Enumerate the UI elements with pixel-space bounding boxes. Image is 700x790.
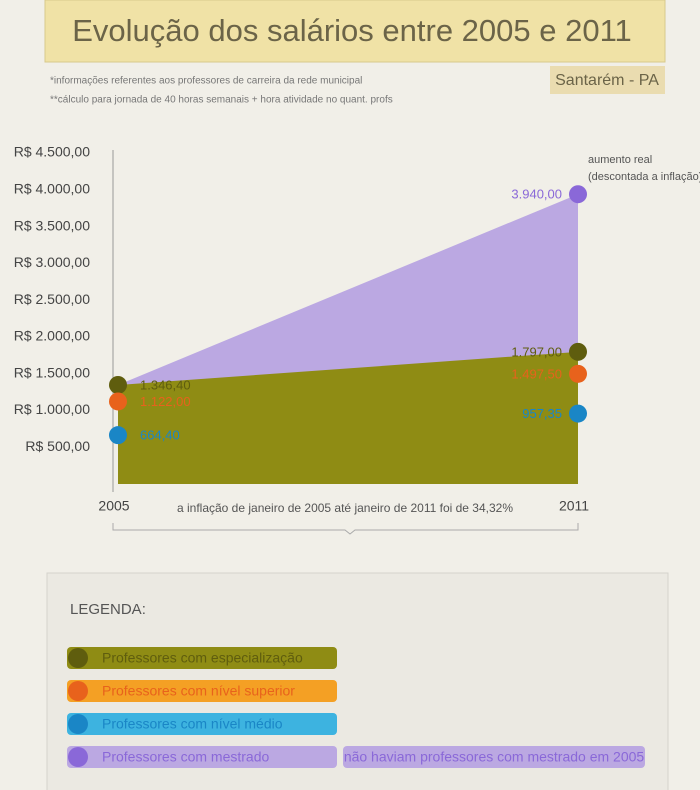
value-label: 1.346,40 (140, 377, 191, 392)
legend-note: não haviam professores com mestrado em 2… (344, 749, 645, 765)
y-tick-label: R$ 2.000,00 (14, 328, 90, 344)
legend-marker (68, 714, 88, 734)
legend-swatch (67, 647, 337, 669)
y-tick-label: R$ 2.500,00 (14, 291, 90, 307)
marker (109, 426, 127, 445)
y-tick-label: R$ 4.000,00 (14, 180, 90, 196)
legend-label: Professores com nível médio (102, 716, 283, 732)
legend-swatch (67, 680, 337, 702)
legend-marker (68, 747, 88, 767)
y-tick-label: R$ 1.500,00 (14, 364, 90, 380)
y-tick-label: R$ 3.500,00 (14, 217, 90, 233)
marker (569, 364, 587, 383)
legend-note-box (343, 746, 645, 768)
marker (109, 392, 127, 411)
area (118, 351, 578, 484)
legend-label: Professores com nível superior (102, 683, 295, 699)
marker (109, 375, 127, 394)
subtitle-banner (550, 66, 665, 94)
marker (569, 185, 587, 204)
value-label: 664,40 (140, 428, 180, 443)
legend-label: Professores com especialização (102, 650, 303, 666)
legend-swatch (67, 713, 337, 735)
subtitle: Santarém - PA (555, 72, 659, 89)
annotation: (descontada a inflação) (588, 171, 700, 183)
value-label: 957,35 (522, 406, 562, 421)
value-label: 3.940,00 (511, 187, 562, 202)
y-tick-label: R$ 500,00 (25, 438, 90, 454)
note: *informações referentes aos professores … (50, 76, 362, 87)
chart-title: Evolução dos salários entre 2005 e 2011 (72, 13, 632, 48)
legend-label: Professores com mestrado (102, 749, 269, 765)
note: **cálculo para jornada de 40 horas seman… (50, 95, 393, 106)
legend-swatch (67, 746, 337, 768)
y-tick-label: R$ 4.500,00 (14, 144, 90, 160)
value-label: 1.122,00 (140, 394, 191, 409)
annotation: aumento real (588, 154, 652, 166)
value-label: 1.797,00 (511, 344, 562, 359)
value-label: 1.497,50 (511, 366, 562, 381)
y-tick-label: R$ 3.000,00 (14, 254, 90, 270)
legend-marker (68, 648, 88, 668)
title-banner (44, 0, 666, 63)
x-tick-label: 2005 (98, 498, 129, 514)
x-tick-label: 2011 (559, 498, 589, 514)
legend-marker (68, 681, 88, 701)
y-tick-label: R$ 1.000,00 (14, 401, 90, 417)
marker (569, 342, 587, 361)
x-note: a inflação de janeiro de 2005 até janeir… (177, 501, 513, 515)
legend-title: LEGENDA: (70, 601, 146, 618)
x-bracket (112, 523, 579, 535)
marker (569, 404, 587, 423)
